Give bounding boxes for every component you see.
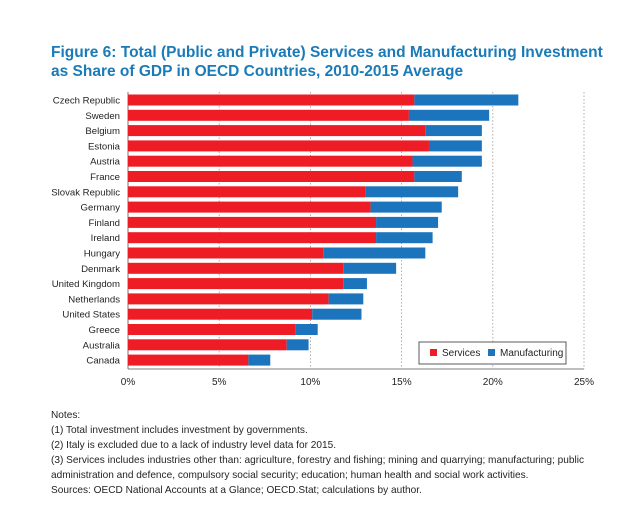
- bar-manufacturing: [376, 216, 439, 228]
- bar-services: [128, 354, 249, 366]
- bar-services: [128, 308, 313, 320]
- bar-manufacturing: [343, 262, 397, 274]
- bar-manufacturing: [248, 354, 271, 366]
- legend-swatch-manufacturing: [488, 349, 495, 356]
- bar-services: [128, 201, 371, 213]
- bar-services: [128, 171, 415, 182]
- notes: Notes: (1) Total investment includes inv…: [51, 408, 611, 498]
- category-label: Greece: [89, 325, 120, 336]
- bar-services: [128, 109, 409, 121]
- category-label: France: [90, 172, 120, 183]
- bar-manufacturing: [286, 339, 309, 351]
- x-tick-label: 0%: [121, 377, 136, 388]
- bar-services: [128, 324, 296, 335]
- bar-services: [128, 293, 329, 305]
- bar-manufacturing: [370, 201, 442, 213]
- bar-manufacturing: [428, 140, 482, 152]
- category-label: Austria: [90, 157, 121, 168]
- x-tick-label: 15%: [392, 377, 412, 388]
- bar-services: [128, 247, 324, 259]
- category-label: Czech Republic: [53, 96, 120, 107]
- bar-manufacturing: [408, 109, 490, 121]
- bar-manufacturing: [295, 324, 318, 335]
- category-label: Australia: [83, 340, 121, 351]
- bar-services: [128, 278, 344, 290]
- bar-manufacturing: [412, 155, 482, 167]
- x-axis: 0% 5% 10% 15% 20% 25%: [121, 377, 594, 388]
- category-label: Slovak Republic: [51, 187, 120, 198]
- category-label: Germany: [81, 203, 121, 214]
- category-label: Ireland: [91, 233, 120, 244]
- bar-manufacturing: [376, 232, 433, 244]
- category-labels: Czech Republic Sweden Belgium Estonia Austri…: [51, 96, 120, 367]
- category-label: United Kingdom: [52, 279, 120, 290]
- bar-services: [128, 216, 377, 228]
- category-label: Canada: [86, 356, 120, 367]
- bar-manufacturing: [414, 94, 519, 106]
- bar-manufacturing: [312, 308, 362, 320]
- bar-manufacturing: [343, 278, 367, 290]
- x-tick-label: 25%: [574, 377, 594, 388]
- note-line: (2) Italy is excluded due to a lack of i…: [51, 440, 337, 451]
- category-label: Netherlands: [68, 294, 120, 305]
- note-line: (1) Total investment includes investment…: [51, 425, 308, 436]
- x-tick-label: 20%: [483, 377, 503, 388]
- bar-services: [128, 140, 429, 152]
- bar-services: [128, 232, 377, 244]
- legend: Services Manufacturing: [418, 341, 567, 365]
- bar-services: [128, 339, 287, 351]
- category-label: Sweden: [85, 111, 120, 122]
- bar-services: [128, 262, 344, 274]
- bar-manufacturing: [414, 171, 462, 182]
- bar-manufacturing: [323, 247, 426, 259]
- legend-swatch-services: [430, 349, 437, 356]
- category-label: Hungary: [84, 249, 120, 260]
- legend-label-manufacturing: Manufacturing: [500, 348, 563, 359]
- bar-manufacturing: [365, 186, 459, 198]
- bar-chart: Czech Republic Sweden Belgium Estonia Austri…: [51, 92, 594, 388]
- category-label: Estonia: [88, 141, 121, 152]
- chart-title: Figure 6: Total (Public and Private) Ser…: [51, 44, 603, 80]
- x-tick-label: 10%: [300, 377, 320, 388]
- x-tick-label: 5%: [212, 377, 227, 388]
- category-label: United States: [62, 310, 120, 321]
- bar-manufacturing: [328, 293, 364, 305]
- note-line: (3) Services includes industries other t…: [51, 455, 584, 481]
- category-label: Belgium: [85, 126, 120, 137]
- grid: [127, 92, 585, 370]
- bar-services: [128, 125, 426, 137]
- notes-heading: Notes:: [51, 410, 81, 421]
- bar-services: [128, 186, 366, 198]
- bar-manufacturing: [425, 125, 482, 137]
- bar-services: [128, 155, 413, 167]
- bar-services: [128, 94, 415, 106]
- category-label: Finland: [89, 218, 120, 229]
- legend-label-services: Services: [442, 348, 480, 359]
- category-label: Denmark: [81, 264, 120, 275]
- sources-line: Sources: OECD National Accounts at a Gla…: [51, 485, 422, 496]
- bars: [128, 94, 519, 366]
